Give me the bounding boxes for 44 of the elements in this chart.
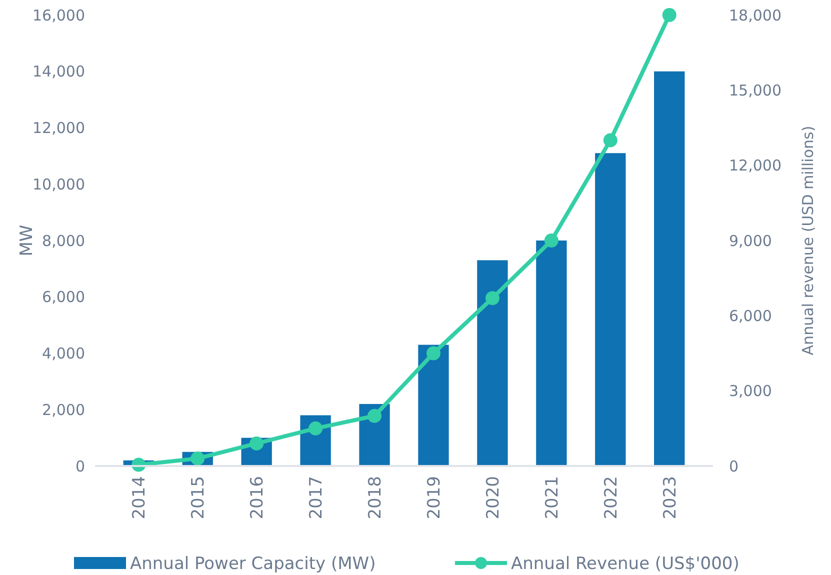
y2-tick-label: 6,000 bbox=[729, 306, 772, 325]
y-tick-label: 2,000 bbox=[42, 400, 85, 419]
x-tick-label: 2015 bbox=[188, 476, 209, 520]
x-tick-label: 2021 bbox=[542, 476, 562, 520]
point bbox=[662, 8, 676, 22]
point bbox=[368, 408, 382, 423]
point bbox=[250, 436, 264, 450]
point bbox=[190, 451, 205, 466]
point bbox=[544, 234, 558, 248]
point bbox=[426, 346, 440, 360]
x-tick-label: 2023 bbox=[660, 476, 680, 520]
x-tick-label: 2016 bbox=[248, 476, 268, 520]
bar bbox=[654, 71, 685, 466]
legend-label: Annual Revenue (US$'000) bbox=[511, 554, 740, 574]
y-tick-label: 8,000 bbox=[42, 232, 85, 250]
x-tick-label: 2014 bbox=[130, 476, 150, 520]
y-tick-label: 10,000 bbox=[32, 175, 85, 194]
y-tick-label: 16,000 bbox=[32, 6, 85, 24]
y2-tick-label: 3,000 bbox=[729, 382, 772, 400]
bar bbox=[536, 240, 567, 466]
y2-axis-title: Annual revenue (USD millions) bbox=[799, 126, 817, 356]
x-tick-label: 2018 bbox=[365, 476, 386, 520]
legend-label: Annual Power Capacity (MW) bbox=[130, 554, 376, 574]
y2-tick-label: 0 bbox=[729, 457, 739, 476]
y2-tick-label: 18,000 bbox=[729, 6, 782, 24]
y2-tick-label: 12,000 bbox=[729, 156, 782, 175]
y2-tick-label: 9,000 bbox=[729, 232, 772, 250]
y2-tick-label: 15,000 bbox=[729, 81, 782, 100]
bar bbox=[477, 260, 508, 466]
y-axis-title: MW bbox=[17, 224, 37, 256]
point bbox=[603, 133, 618, 148]
bar bbox=[595, 153, 626, 466]
point bbox=[485, 291, 500, 306]
bar bbox=[418, 344, 449, 466]
x-tick-label: 2017 bbox=[306, 476, 326, 520]
y-tick-label: 14,000 bbox=[32, 62, 85, 81]
y-tick-label: 0 bbox=[75, 457, 85, 476]
x-tick-label: 2022 bbox=[601, 476, 622, 520]
y-tick-label: 6,000 bbox=[42, 288, 85, 306]
x-tick-label: 2020 bbox=[483, 476, 504, 520]
x-tick-label: 2019 bbox=[424, 476, 444, 520]
y-tick-label: 12,000 bbox=[32, 119, 85, 137]
point bbox=[308, 421, 323, 436]
y-tick-label: 4,000 bbox=[42, 344, 85, 362]
